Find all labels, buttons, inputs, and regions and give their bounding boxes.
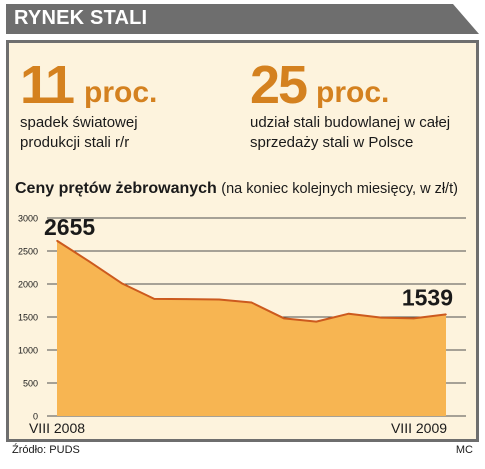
stat-1-desc-line1: spadek światowej	[20, 114, 138, 131]
stat-1-desc: spadek światowej produkcji stali r/r	[20, 113, 138, 153]
stat-2-unit: proc.	[316, 76, 390, 109]
header-bar: RYNEK STALI	[6, 4, 479, 34]
x-tick-label: VIII 2009	[391, 420, 447, 436]
stat-2-desc-line2: sprzedaży stali w Polsce	[250, 134, 414, 151]
area-fill	[57, 240, 446, 416]
data-point	[380, 316, 382, 319]
data-point	[121, 282, 123, 285]
data-point	[347, 312, 350, 315]
y-tick-label: 1000	[18, 346, 38, 356]
source-note: Źródło: PUDS	[12, 444, 80, 456]
header-title: RYNEK STALI	[14, 7, 148, 29]
annotation-label-end: 1539	[402, 284, 453, 310]
y-tick-label: 1500	[18, 313, 38, 323]
stat-2-number: 25	[250, 55, 308, 115]
y-tick-label: 2000	[18, 280, 38, 290]
author-credit: MC	[455, 444, 473, 456]
data-point	[250, 301, 253, 304]
data-point	[56, 239, 58, 242]
data-point	[153, 298, 156, 300]
header-corner	[453, 4, 479, 34]
annotation-label-start: 2655	[44, 214, 95, 240]
stat-1-desc-line2: produkcji stali r/r	[20, 134, 130, 151]
x-tick-label: VIII 2008	[29, 420, 85, 436]
data-point	[218, 298, 220, 301]
stat-2-desc: udział stali budowlanej w całej sprzedaż…	[250, 113, 450, 153]
data-point	[315, 320, 318, 323]
data-point	[412, 317, 415, 320]
chart-title-row: Ceny prętów żebrowanych (na koniec kolej…	[15, 180, 458, 198]
data-point	[185, 298, 188, 300]
chart-subtitle: (na koniec kolejnych miesięcy, w zł/t)	[221, 181, 458, 197]
x-axis-ticks: VIII 2008 VIII 2009	[29, 420, 447, 436]
data-point	[445, 313, 447, 316]
y-tick-label: 0	[33, 412, 38, 422]
area-series	[56, 239, 447, 416]
y-tick-label: 3000	[18, 214, 38, 224]
y-tick-label: 500	[23, 379, 38, 389]
stat-1-unit: proc.	[84, 76, 158, 109]
data-point	[283, 317, 285, 320]
data-point	[88, 260, 91, 263]
y-axis-ticks: 0 500 1000 1500 2000 2500 3000	[18, 214, 38, 422]
y-tick-label: 2500	[18, 247, 38, 257]
annotations: 2655 1539	[44, 214, 453, 311]
chart-title: Ceny prętów żebrowanych	[15, 180, 217, 197]
stat-2-desc-line1: udział stali budowlanej w całej	[250, 114, 451, 131]
stat-1-number: 11	[20, 55, 75, 115]
